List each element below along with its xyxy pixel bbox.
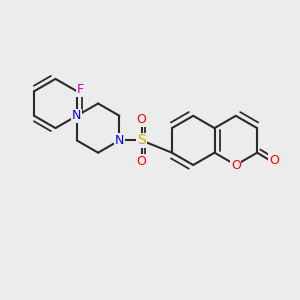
Text: F: F: [77, 83, 84, 96]
Text: O: O: [136, 113, 146, 126]
Text: N: N: [72, 109, 82, 122]
Text: N: N: [115, 134, 124, 147]
Text: S: S: [137, 134, 146, 147]
Text: O: O: [231, 158, 241, 172]
Text: O: O: [136, 155, 146, 168]
Text: O: O: [269, 154, 279, 166]
